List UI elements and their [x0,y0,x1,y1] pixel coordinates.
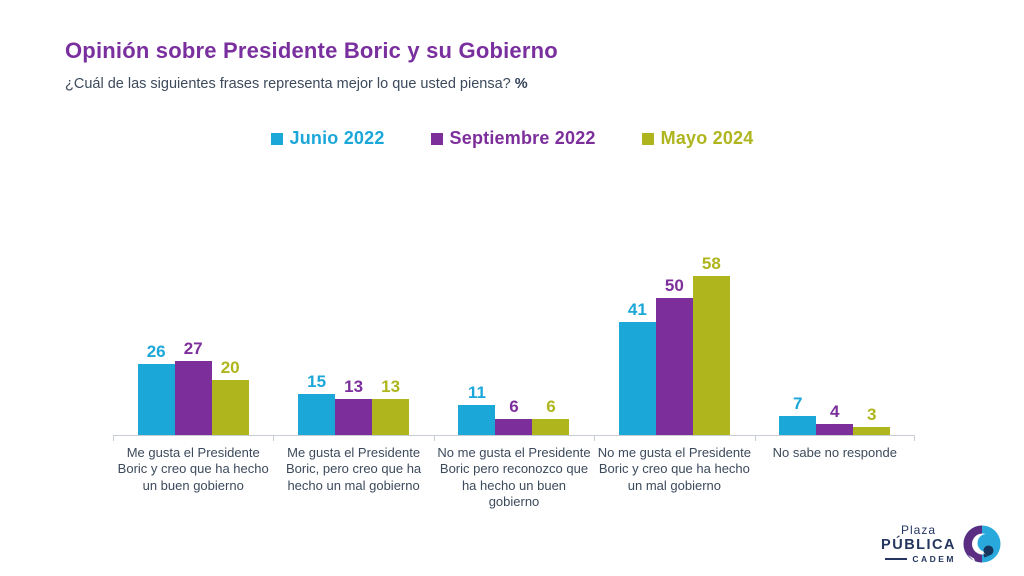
legend-marker-square [270,132,283,145]
bar-unit: 58 [692,253,730,435]
plaza-publica-cadem-logo: Plaza PÚBLICA CADEM [881,523,1002,564]
bar-value-label: 58 [701,253,721,273]
legend-label: Septiembre 2022 [449,128,596,148]
axis-tick [754,435,756,441]
category-label: Me gusta el Presidente Boric y creo que … [117,445,269,493]
bar-value-label: 4 [830,402,840,421]
plaza-publica-cadem-swirl-icon [963,525,1001,562]
bar-unit: 6 [495,396,533,435]
subtitle: ¿Cuál de las siguientes frases represent… [65,76,528,92]
chart-legend: Junio 2022 Septiembre 2022 Mayo 2024 [0,128,1024,149]
bar-unit: 3 [853,404,891,435]
bar-group: 15 13 13 [273,206,433,435]
bar-unit: 15 [298,371,336,435]
axis-tick [594,435,596,441]
logo-plaza-text: Plaza [901,523,937,537]
bar [532,418,570,435]
legend-item-septiembre-2022: Septiembre 2022 [430,128,596,149]
axis-tick [914,435,915,441]
bar [618,322,656,435]
legend-item-mayo-2024: Mayo 2024 [641,128,754,149]
subtitle-percent-sign: % [514,76,528,92]
bar [816,424,854,435]
legend-label: Mayo 2024 [660,128,754,148]
bar-unit: 6 [532,396,570,435]
bar-unit: 27 [174,338,212,435]
bar-value-label: 6 [509,396,519,416]
bar [779,415,817,435]
bar-value-label: 26 [146,341,166,361]
bar-unit: 41 [618,300,656,435]
bar-value-label: 27 [183,338,203,358]
bar-value-label: 20 [220,358,240,377]
bar [298,393,336,435]
page-title: Opinión sobre Presidente Boric y su Gobi… [65,38,558,63]
bar [174,360,212,435]
bar-chart: 26 27 20 15 13 13 11 6 6 41 50 58 7 4 3 Me gusta el Pr… [113,206,915,510]
category-label: Me gusta el Presidente Boric, pero creo … [286,445,422,493]
bar-unit: 7 [779,393,817,435]
bar-value-label: 15 [307,371,327,391]
bar-group: 26 27 20 [113,206,273,435]
legend-item-junio-2022: Junio 2022 [270,128,385,149]
bar-unit: 4 [816,402,854,435]
legend-label: Junio 2022 [289,128,385,148]
category-label: No sabe no responde [772,445,897,460]
legend-marker-square [430,132,443,145]
logo-publica-text: PÚBLICA [881,537,956,553]
logo-cadem-row: CADEM [881,554,956,564]
bar [211,380,249,435]
bar-unit: 13 [372,377,410,435]
bar-unit: 26 [137,341,175,435]
axis-tick [433,435,435,441]
bar-value-label: 50 [664,275,684,295]
bar-group: 7 4 3 [755,206,915,435]
bar-unit: 20 [211,358,249,435]
bar-value-label: 3 [867,404,877,424]
bar [692,275,730,435]
bar-value-label: 13 [381,377,401,397]
logo-text: Plaza PÚBLICA CADEM [881,523,956,564]
bar [137,363,175,435]
bar [655,297,693,435]
bar-value-label: 7 [793,393,803,413]
category-axis-labels: Me gusta el Presidente Boric y creo que … [113,436,915,510]
legend-marker-square [641,132,654,145]
chart-plot-area: 26 27 20 15 13 13 11 6 6 41 50 58 7 4 3 [113,206,915,441]
bar [853,426,891,435]
bar-value-label: 11 [467,382,486,402]
axis-tick [113,435,114,441]
bar [458,404,496,435]
bar-group: 41 50 58 [594,206,754,435]
axis-tick [273,435,275,441]
logo-divider-line [885,558,908,560]
bar-value-label: 6 [546,396,556,416]
bar-unit: 50 [655,275,693,435]
subtitle-text: ¿Cuál de las siguientes frases represent… [65,76,515,92]
bar-unit: 13 [335,377,373,435]
category-label: No me gusta el Presidente Boric pero rec… [437,445,591,509]
bar-value-label: 13 [344,377,364,397]
bar [335,399,373,435]
bar-value-label: 41 [627,300,647,320]
bar-group: 11 6 6 [434,206,594,435]
bar [372,399,410,435]
bar [495,418,533,435]
bar-unit: 11 [458,382,496,435]
category-label: No me gusta el Presidente Boric y creo q… [597,445,751,493]
logo-cadem-text: CADEM [912,554,956,564]
